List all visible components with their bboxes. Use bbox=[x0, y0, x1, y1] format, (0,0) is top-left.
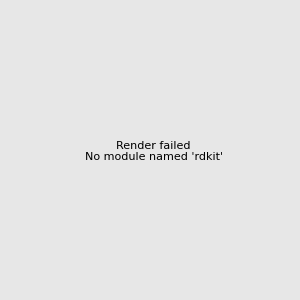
Text: Render failed
No module named 'rdkit': Render failed No module named 'rdkit' bbox=[85, 141, 223, 162]
